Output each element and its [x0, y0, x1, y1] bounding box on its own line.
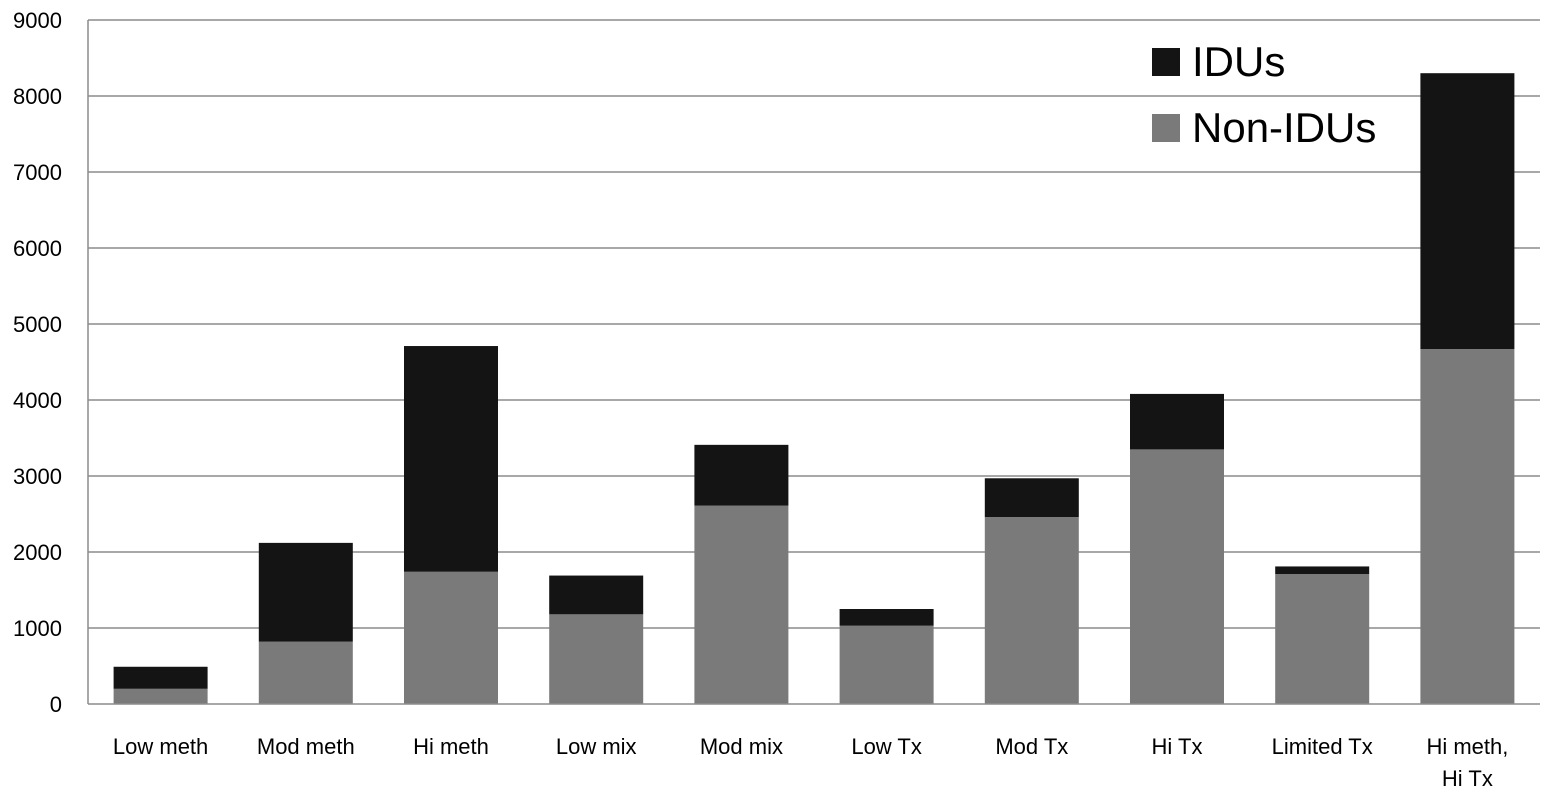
y-tick-label: 0 [50, 692, 62, 717]
y-tick-label: 3000 [13, 464, 62, 489]
x-tick-label: Low Tx [851, 734, 922, 759]
y-tick-label: 4000 [13, 388, 62, 413]
x-tick-label: Mod meth [257, 734, 355, 759]
legend-label: Non-IDUs [1192, 104, 1376, 151]
legend: IDUs Non-IDUs [1152, 38, 1376, 151]
y-tick-label: 9000 [13, 8, 62, 33]
bar-segment-non-idus [1275, 574, 1370, 704]
x-tick-label: Hi meth, Hi Tx [1426, 734, 1508, 791]
bar-segment-idus [404, 346, 498, 572]
x-tick-labels: Low meth Mod meth Hi meth Low mix Mod mix Low… [113, 734, 1508, 791]
bar-segment-non-idus [694, 505, 789, 704]
bar-segment-idus [694, 444, 789, 506]
bar-segment-idus [549, 575, 644, 615]
y-tick-label: 8000 [13, 84, 62, 109]
bar-segment-non-idus [404, 571, 498, 704]
y-tick-label: 5000 [13, 312, 62, 337]
x-tick-label: Limited Tx [1272, 734, 1373, 759]
bar-segment-non-idus [1130, 449, 1224, 704]
x-tick-label: Hi meth [413, 734, 489, 759]
legend-swatch [1152, 114, 1180, 142]
bar-segment-idus [113, 666, 208, 689]
axis-layer [87, 20, 1540, 705]
bar-segment-non-idus [1420, 349, 1515, 704]
y-tick-label: 6000 [13, 236, 62, 261]
y-tick-labels: 0 1000 2000 3000 4000 5000 6000 7000 8000 9000 [13, 8, 62, 717]
legend-swatch [1152, 48, 1180, 76]
bar-segment-non-idus [258, 641, 353, 704]
bar-segment-idus [258, 542, 353, 642]
bar-segment-non-idus [984, 517, 1079, 704]
x-tick-label: Low meth [113, 734, 208, 759]
y-tick-label: 7000 [13, 160, 62, 185]
x-tick-label: Low mix [556, 734, 637, 759]
bar-segment-non-idus [549, 614, 644, 704]
bars-layer [113, 73, 1515, 704]
bar-segment-non-idus [113, 688, 208, 704]
bar-segment-idus [1420, 73, 1515, 350]
x-tick-label: Hi Tx [1152, 734, 1203, 759]
bar-segment-idus [839, 609, 934, 626]
x-tick-label: Mod mix [700, 734, 783, 759]
bar-segment-idus [1130, 393, 1224, 450]
legend-label: IDUs [1192, 38, 1285, 85]
bar-segment-idus [984, 478, 1079, 518]
x-tick-label: Mod Tx [995, 734, 1068, 759]
y-tick-label: 2000 [13, 540, 62, 565]
bar-segment-non-idus [839, 625, 934, 704]
bar-segment-idus [1275, 566, 1370, 575]
y-tick-label: 1000 [13, 616, 62, 641]
